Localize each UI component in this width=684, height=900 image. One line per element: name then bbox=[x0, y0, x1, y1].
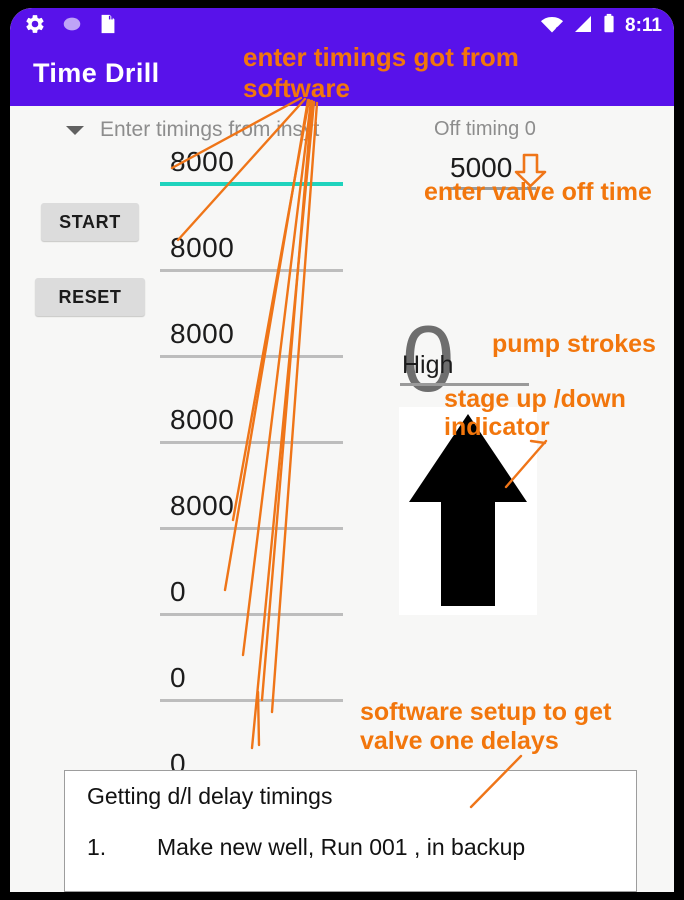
field-underline bbox=[160, 613, 343, 616]
instructions-step: 1. Make new well, Run 001 , in backup bbox=[87, 831, 627, 864]
timing-field-value: 0 bbox=[170, 576, 187, 607]
reset-button[interactable]: RESET bbox=[35, 278, 145, 316]
sd-card-icon bbox=[98, 13, 118, 40]
timing-field-1[interactable]: 8000 bbox=[160, 138, 343, 186]
instructions-title: Getting d/l delay timings bbox=[87, 783, 333, 809]
app-title: Time Drill bbox=[33, 58, 160, 88]
wifi-off-icon bbox=[540, 14, 564, 39]
step-text: Make new well, Run 001 , in backup bbox=[157, 834, 526, 860]
field-underline bbox=[448, 187, 536, 190]
timing-field-value: 0 bbox=[170, 662, 187, 693]
circle-shape-icon bbox=[61, 13, 83, 40]
off-timing-label: Off timing 0 bbox=[434, 118, 536, 140]
stage-status-field[interactable]: High bbox=[400, 346, 529, 386]
timing-field-2[interactable]: 8000 bbox=[160, 224, 343, 272]
status-bar-clock: 8:11 bbox=[625, 15, 662, 36]
timing-field-3[interactable]: 8000 bbox=[160, 310, 343, 358]
signal-bars-icon bbox=[573, 14, 593, 39]
timing-field-value: 8000 bbox=[170, 232, 235, 263]
gear-icon bbox=[24, 13, 46, 40]
timing-field-4[interactable]: 8000 bbox=[160, 396, 343, 444]
battery-icon bbox=[602, 13, 616, 40]
field-underline bbox=[160, 527, 343, 530]
status-bar-right-icons: 8:11 bbox=[540, 8, 662, 44]
timing-field-value: 8000 bbox=[170, 146, 235, 177]
field-underline bbox=[160, 269, 343, 272]
field-underline bbox=[160, 699, 343, 702]
stage-status-value: High bbox=[402, 351, 454, 379]
up-arrow-icon bbox=[409, 414, 527, 606]
field-underline bbox=[160, 355, 343, 358]
step-number: 1. bbox=[87, 834, 107, 860]
stage-direction-indicator bbox=[399, 407, 537, 615]
stroke-counter-display: 0 bbox=[402, 306, 455, 411]
start-button[interactable]: START bbox=[41, 203, 139, 241]
timing-field-value: 8000 bbox=[170, 404, 235, 435]
timing-field-value: 8000 bbox=[170, 318, 235, 349]
field-underline bbox=[160, 441, 343, 444]
timing-field-5[interactable]: 8000 bbox=[160, 482, 343, 530]
main-content: Enter timings from insyt Off timing 0 ST… bbox=[10, 106, 674, 892]
status-bar-left-icons bbox=[24, 8, 118, 44]
instructions-panel: Getting d/l delay timings 1. Make new wel… bbox=[64, 770, 637, 892]
timing-field-6[interactable]: 0 bbox=[160, 568, 343, 616]
field-underline bbox=[400, 383, 529, 386]
phone-screen: 8:11 Time Drill Enter timings from insyt… bbox=[10, 8, 674, 892]
app-bar: Time Drill bbox=[10, 44, 674, 106]
chevron-down-icon bbox=[66, 125, 84, 135]
status-bar: 8:11 bbox=[10, 8, 674, 44]
off-timing-value: 5000 bbox=[450, 152, 513, 183]
timing-field-7[interactable]: 0 bbox=[160, 654, 343, 702]
off-timing-input[interactable]: 5000 bbox=[448, 144, 536, 190]
timing-field-value: 8000 bbox=[170, 490, 235, 521]
field-underline bbox=[160, 182, 343, 186]
